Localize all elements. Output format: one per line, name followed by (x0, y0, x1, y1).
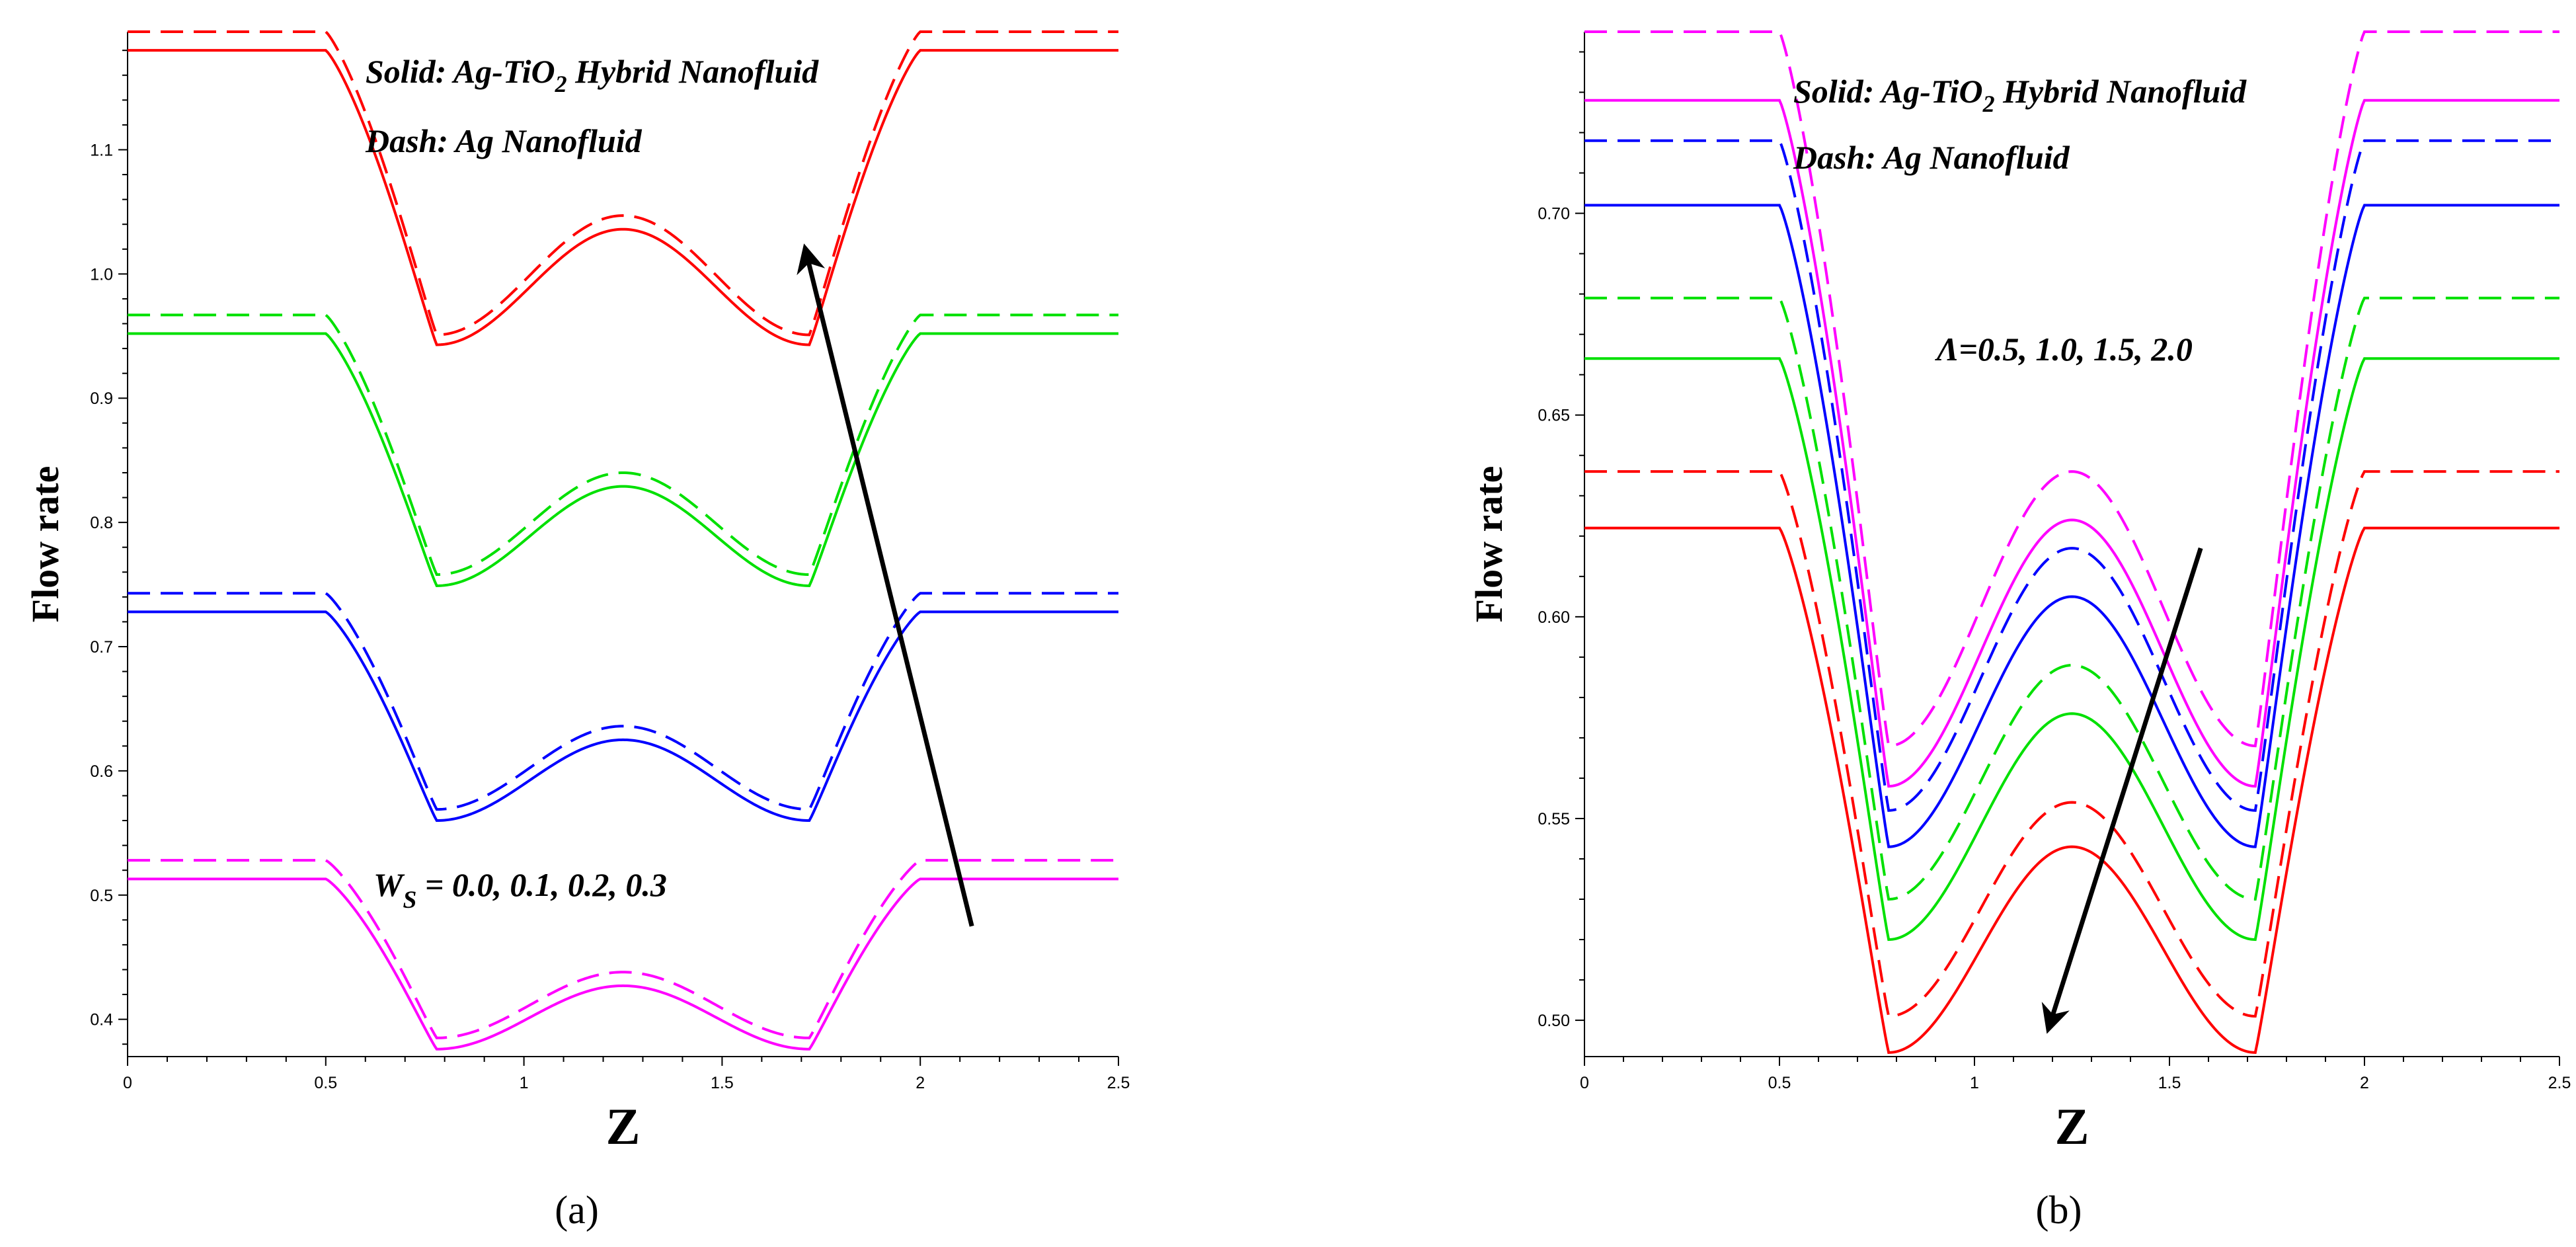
series-line-dashed-3 (1584, 296, 2559, 901)
y-tick-label: 0.8 (90, 514, 113, 532)
legend: Solid: Ag-TiO2 Hybrid Nanofluid Dash: Ag … (365, 53, 819, 159)
legend-dash-label: Dash: Ag Nanofluid (365, 122, 643, 159)
series-group (1584, 30, 2559, 1054)
x-tick-label: 1 (520, 1074, 529, 1092)
y-tick-label: 0.9 (90, 389, 113, 408)
y-tick-label: 1.0 (90, 265, 113, 284)
series-line-solid-6 (128, 49, 1118, 346)
y-tick-label: 0.70 (1538, 205, 1570, 223)
legend-dash-label: Dash: Ag Nanofluid (1793, 139, 2070, 176)
x-tick-label: 1 (1970, 1074, 1979, 1092)
trend-arrow (2041, 547, 2203, 1034)
parameter-annotation: WS = 0.0, 0.1, 0.2, 0.3 (373, 866, 667, 914)
chart-panel-b: 0 0.5 1 1.5 2 2.5 0.50 0.55 0.60 0.65 0.70 Z Flow ra… (1467, 30, 2571, 1232)
legend: Solid: Ag-TiO2 Hybrid Nanofluid Dash: Ag … (1793, 73, 2247, 176)
series-line-dashed-5 (1584, 139, 2559, 812)
x-tick-label: 2.5 (2548, 1074, 2571, 1092)
y-tick-label: 1.1 (90, 141, 113, 159)
series-line-dashed-7 (1584, 30, 2559, 748)
series-line-solid-2 (1584, 357, 2559, 942)
series-line-solid-2 (128, 610, 1118, 823)
y-tick-label: 0.4 (90, 1011, 113, 1029)
x-tick-label: 0 (1580, 1074, 1589, 1092)
y-tick-label: 0.50 (1538, 1012, 1570, 1030)
chart-panel-a: 0 0.5 1 1.5 2 2.5 0.4 0.5 0.6 0.7 0.8 0.9 1.0 1.1 Z Flo… (24, 30, 1130, 1232)
legend-solid-label: Solid: Ag-TiO2 Hybrid Nanofluid (1793, 73, 2247, 117)
y-tick-label: 0.55 (1538, 810, 1570, 828)
series-line-solid-0 (128, 877, 1118, 1051)
y-axis-label: Flow rate (24, 466, 67, 623)
series-line-dashed-7 (128, 30, 1118, 337)
series-group (128, 30, 1118, 1051)
x-tick-label: 0.5 (314, 1074, 337, 1092)
x-tick-label: 2.5 (1107, 1074, 1130, 1092)
y-tick-label: 0.6 (90, 762, 113, 781)
x-tick-label: 2 (916, 1074, 925, 1092)
trend-arrow (797, 243, 974, 927)
series-line-dashed-1 (1584, 470, 2559, 1018)
y-tick-label: 0.60 (1538, 608, 1570, 627)
series-line-dashed-5 (128, 313, 1118, 577)
panel-label: (a) (555, 1188, 599, 1232)
y-tick-label: 0.7 (90, 638, 113, 657)
x-tick-label: 0.5 (1768, 1074, 1791, 1092)
x-axis-label: Z (2054, 1098, 2089, 1155)
series-line-solid-0 (1584, 526, 2559, 1054)
legend-solid-label: Solid: Ag-TiO2 Hybrid Nanofluid (366, 53, 819, 97)
series-line-solid-4 (1584, 204, 2559, 848)
series-line-solid-6 (1584, 99, 2559, 788)
y-axis-label: Flow rate (1467, 466, 1510, 623)
x-tick-label: 1.5 (711, 1074, 734, 1092)
parameter-annotation: Λ=0.5, 1.0, 1.5, 2.0 (1935, 331, 2193, 368)
y-tick-label: 0.5 (90, 887, 113, 905)
series-line-solid-4 (128, 332, 1118, 587)
x-axis-label: Z (605, 1098, 640, 1155)
x-tick-label: 2 (2360, 1074, 2369, 1092)
panel-label: (b) (2036, 1188, 2082, 1232)
series-line-dashed-3 (128, 592, 1118, 811)
x-tick-label: 0 (123, 1074, 132, 1092)
series-line-dashed-1 (128, 859, 1118, 1039)
x-tick-label: 1.5 (2158, 1074, 2181, 1092)
y-tick-label: 0.65 (1538, 407, 1570, 425)
